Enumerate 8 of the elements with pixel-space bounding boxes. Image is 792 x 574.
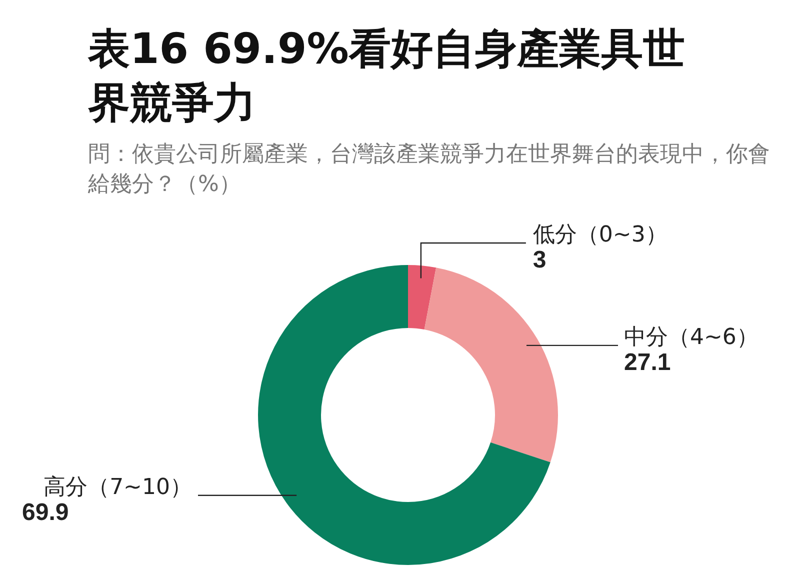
data-label: 69.9 bbox=[22, 499, 69, 526]
data-label: 3 bbox=[532, 246, 546, 274]
chart-subtitle: 問：依貴公司所屬產業，台灣該產業競爭力在世界舞台的表現中，你會給幾分？（%） bbox=[88, 141, 771, 199]
slice-label: 中分（4~6） bbox=[624, 325, 758, 350]
slice-label: 高分（7~10） bbox=[44, 475, 192, 500]
data-label: 27.1 bbox=[624, 349, 671, 376]
slice-label: 低分（0~3） bbox=[532, 222, 668, 248]
chart-title: 表16 69.9%看好自身產業具世界競爭力 bbox=[88, 23, 686, 129]
